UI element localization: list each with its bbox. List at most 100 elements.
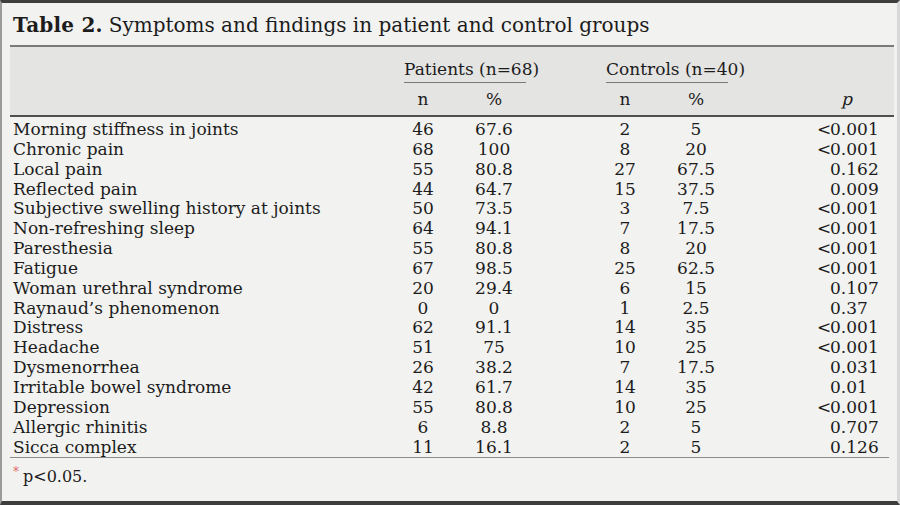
patients-n-cell: 42 (394, 378, 452, 398)
controls-n-cell: 2 (596, 438, 654, 458)
table-row: Woman urethral syndrome2029.46150.107 (10, 279, 894, 299)
table-row: Paresthesia5580.8820<0.001 (10, 239, 894, 259)
controls-n-cell: 27 (596, 160, 654, 180)
controls-pct-cell: 37.5 (654, 180, 738, 200)
controls-n-cell: 2 (596, 116, 654, 140)
table-row: Non-refreshing sleep6494.1717.5<0.001 (10, 219, 894, 239)
p-value-cell: <0.001 (738, 259, 894, 279)
p-value-number: 0.107 (830, 279, 882, 299)
patients-n-cell: 46 (394, 116, 452, 140)
row-label: Morning stiffness in joints (10, 116, 394, 140)
footnote-text: p<0.05. (23, 468, 87, 487)
patients-pct-header: % (452, 83, 536, 116)
controls-n-cell: 14 (596, 318, 654, 338)
row-label: Irritable bowel syndrome (10, 378, 394, 398)
patients-n-cell: 67 (394, 259, 452, 279)
controls-pct-cell: 62.5 (654, 259, 738, 279)
patients-group-header-cell: Patients (n=68) (394, 46, 536, 83)
patients-pct-cell: 98.5 (452, 259, 536, 279)
table-title: Table 2.Symptoms and findings in patient… (2, 3, 897, 45)
patients-pct-cell: 16.1 (452, 438, 536, 458)
sub-header-row: n % n % p (10, 83, 894, 116)
p-value-number: 0.001 (830, 120, 882, 140)
row-spacer-cell (536, 338, 596, 358)
p-value-cell: 0.107 (738, 279, 894, 299)
row-spacer-cell (536, 219, 596, 239)
table-row: Local pain5580.82767.50.162 (10, 160, 894, 180)
table-row: Chronic pain68100820<0.001 (10, 140, 894, 160)
row-spacer-cell (536, 116, 596, 140)
p-value-prefix: < (817, 120, 830, 140)
row-spacer-cell (536, 239, 596, 259)
row-label: Distress (10, 318, 394, 338)
p-value-prefix: < (817, 219, 830, 239)
p-value-cell: <0.001 (738, 338, 894, 358)
table-row: Headache51751025<0.001 (10, 338, 894, 358)
controls-pct-cell: 25 (654, 338, 738, 358)
patients-pct-cell: 64.7 (452, 180, 536, 200)
patients-n-cell: 51 (394, 338, 452, 358)
row-label: Chronic pain (10, 140, 394, 160)
p-value-cell: <0.001 (738, 116, 894, 140)
patients-n-cell: 64 (394, 219, 452, 239)
p-value-number: 0.001 (830, 338, 882, 358)
p-value-number: 0.001 (830, 140, 882, 160)
table-row: Allergic rhinitis68.8250.707 (10, 418, 894, 438)
row-spacer-cell (536, 398, 596, 418)
p-value-number: 0.001 (830, 318, 882, 338)
controls-pct-cell: 35 (654, 378, 738, 398)
table-row: Reflected pain4464.71537.50.009 (10, 180, 894, 200)
controls-pct-cell: 7.5 (654, 199, 738, 219)
patients-pct-cell: 0 (452, 299, 536, 319)
p-value-number: 0.001 (830, 239, 882, 259)
table-row: Raynaud’s phenomenon0012.50.37 (10, 299, 894, 319)
p-value-number: 0.001 (830, 199, 882, 219)
table-header: Patients (n=68) Controls (n=40) n % n % … (10, 46, 894, 116)
p-value-cell: <0.001 (738, 140, 894, 160)
controls-pct-cell: 35 (654, 318, 738, 338)
row-spacer-cell (536, 199, 596, 219)
table-row: Subjective swelling history at joints507… (10, 199, 894, 219)
empty-header-cell (10, 46, 394, 83)
controls-n-cell: 7 (596, 219, 654, 239)
p-value-cell: <0.001 (738, 398, 894, 418)
controls-n-cell: 25 (596, 259, 654, 279)
p-value-prefix: < (817, 199, 830, 219)
p-value-cell: <0.001 (738, 239, 894, 259)
p-header-spacer-cell (738, 46, 894, 83)
patients-pct-cell: 80.8 (452, 239, 536, 259)
row-label: Reflected pain (10, 180, 394, 200)
patients-pct-cell: 73.5 (452, 199, 536, 219)
patients-n-cell: 26 (394, 358, 452, 378)
controls-n-cell: 15 (596, 180, 654, 200)
controls-n-cell: 7 (596, 358, 654, 378)
row-label: Local pain (10, 160, 394, 180)
table-row: Depression5580.81025<0.001 (10, 398, 894, 418)
table-row: Fatigue6798.52562.5<0.001 (10, 259, 894, 279)
p-value-prefix: < (817, 140, 830, 160)
patients-pct-cell: 61.7 (452, 378, 536, 398)
patients-pct-cell: 67.6 (452, 116, 536, 140)
patients-n-cell: 0 (394, 299, 452, 319)
controls-n-cell: 1 (596, 299, 654, 319)
controls-pct-cell: 5 (654, 438, 738, 458)
p-value-number: 0.001 (830, 259, 882, 279)
p-value-prefix: < (817, 259, 830, 279)
patients-pct-cell: 75 (452, 338, 536, 358)
row-spacer-cell (536, 259, 596, 279)
controls-group-header-cell: Controls (n=40) (596, 46, 738, 83)
data-table: Patients (n=68) Controls (n=40) n % n % … (10, 45, 894, 457)
p-value-cell: 0.162 (738, 160, 894, 180)
controls-n-cell: 10 (596, 398, 654, 418)
table-row: Dysmenorrhea2638.2717.50.031 (10, 358, 894, 378)
patients-n-cell: 11 (394, 438, 452, 458)
controls-n-cell: 2 (596, 418, 654, 438)
spacer-header-cell (536, 46, 596, 83)
table-row: Irritable bowel syndrome4261.714350.01 (10, 378, 894, 398)
table-number: Table 2. (13, 13, 103, 37)
p-value-prefix: < (817, 318, 830, 338)
p-value-number: 0.001 (830, 398, 882, 418)
row-label: Woman urethral syndrome (10, 279, 394, 299)
p-value-prefix: < (817, 338, 830, 358)
controls-n-cell: 10 (596, 338, 654, 358)
